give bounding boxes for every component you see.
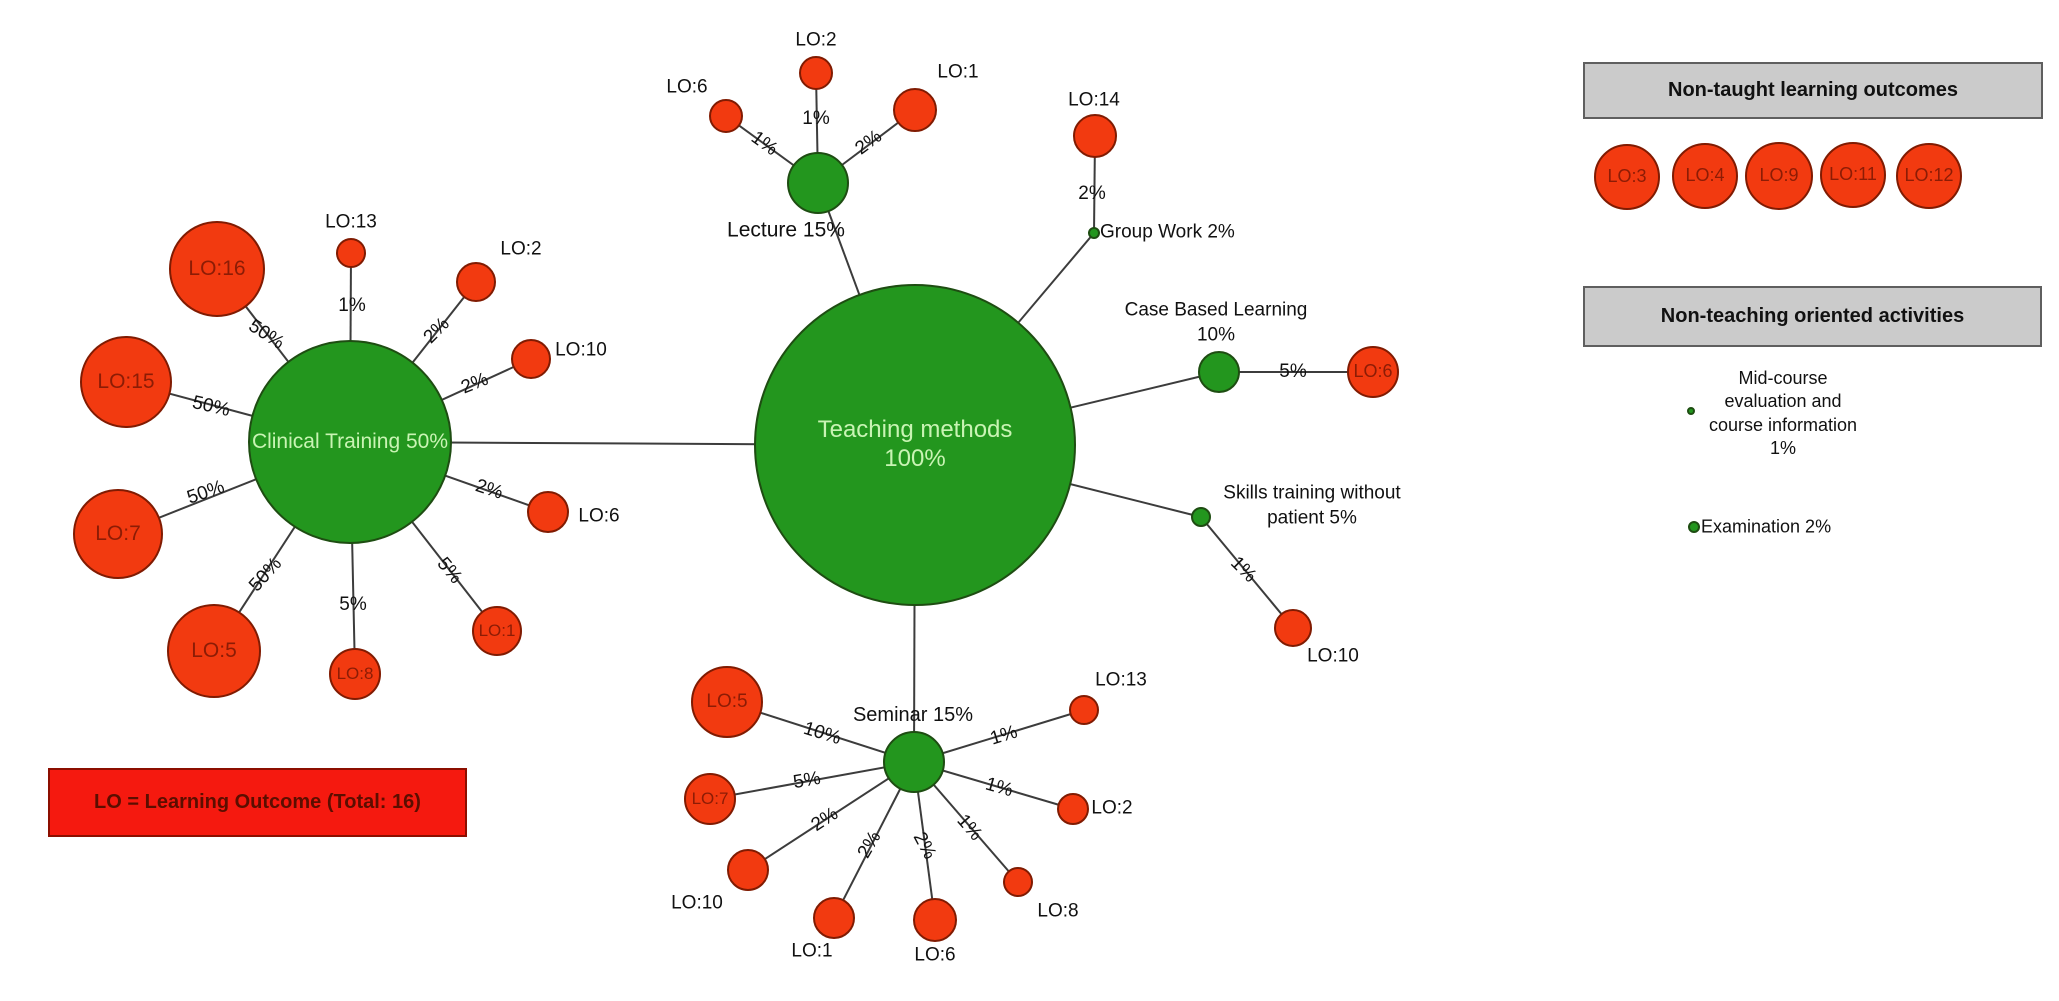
lecture-lo6-label: LO:6	[666, 76, 708, 98]
clinical-lo1-label: LO:1	[478, 620, 516, 640]
clinical-lo10-circle	[511, 339, 551, 379]
nontaught-lo4-circle: LO:4	[1672, 143, 1738, 209]
seminar-lo10-circle	[727, 849, 769, 891]
edge-weight-label: 5%	[339, 594, 367, 615]
lecture-circle	[787, 152, 849, 214]
cbl-lo6-circle: LO:6	[1347, 346, 1399, 398]
edge-weight-label: 1%	[802, 108, 830, 129]
group-work-label: Group Work 2%	[1100, 221, 1235, 243]
mid-course-evaluation-circle	[1687, 407, 1695, 415]
clinical-lo8-label: LO:8	[336, 663, 374, 683]
nontaught-lo9-label: LO:9	[1759, 165, 1799, 186]
seminar-circle	[883, 731, 945, 793]
connector-seminar--seminar-lo7	[709, 761, 915, 800]
skills-lo10-circle	[1274, 609, 1312, 647]
edge-weight-label: 2%	[1078, 183, 1106, 204]
non-teaching-activities-header: Non-teaching oriented activities	[1583, 286, 2042, 347]
connector-skills-training--skills-lo10	[1200, 516, 1294, 629]
nontaught-lo3-circle: LO:3	[1594, 144, 1660, 210]
edge-weight-label: 5%	[791, 767, 823, 794]
nontaught-lo4-label: LO:4	[1685, 165, 1725, 186]
teaching-methods-circle: Teaching methods 100%	[754, 284, 1076, 606]
connector-seminar--seminar-lo10	[747, 761, 915, 871]
lecture-lo2-circle	[799, 56, 833, 90]
seminar-lo1-label: LO:1	[791, 940, 833, 962]
seminar-lo2-circle	[1057, 793, 1089, 825]
lecture-lo1-label: LO:1	[937, 61, 979, 83]
clinical-lo6-circle	[527, 491, 569, 533]
clinical-lo6-label: LO:6	[578, 505, 620, 527]
skills-training-label: Skills training without patient 5%	[1223, 482, 1401, 528]
seminar-lo8-circle	[1003, 867, 1033, 897]
skills-training-circle	[1191, 507, 1211, 527]
examination-circle	[1688, 521, 1700, 533]
clinical-lo5-label: LO:5	[191, 639, 237, 663]
nontaught-lo3-label: LO:3	[1607, 166, 1647, 187]
clinical-lo15-label: LO:15	[97, 370, 155, 394]
non-taught-outcomes-header: Non-taught learning outcomes	[1583, 62, 2043, 119]
groupwork-lo14-circle	[1073, 114, 1117, 158]
mid-course-evaluation-label: Mid-course evaluation and course informa…	[1708, 368, 1858, 459]
nontaught-lo11-label: LO:11	[1829, 164, 1877, 185]
clinical-lo16-circle: LO:16	[169, 221, 265, 317]
clinical-lo10-label: LO:10	[555, 339, 607, 361]
edge-weight-label: 5%	[1279, 361, 1307, 382]
seminar-lo5-label: LO:5	[706, 690, 748, 712]
clinical-lo15-circle: LO:15	[80, 336, 172, 428]
clinical-lo7-label: LO:7	[95, 522, 141, 546]
case-based-learning-label: Case Based Learning 10%	[1124, 299, 1308, 345]
lecture-lo2-label: LO:2	[795, 29, 837, 51]
seminar-lo2-label: LO:2	[1091, 797, 1133, 819]
groupwork-lo14-label: LO:14	[1068, 89, 1120, 111]
seminar-lo7-label: LO:7	[691, 788, 729, 808]
seminar-lo10-label: LO:10	[671, 892, 723, 914]
clinical-training-label: Clinical Training 50%	[251, 430, 449, 454]
skills-lo10-label: LO:10	[1307, 645, 1359, 667]
nontaught-lo11-circle: LO:11	[1820, 142, 1886, 208]
teaching-methods-label: Teaching methods 100%	[817, 416, 1013, 472]
seminar-lo6-label: LO:6	[914, 944, 956, 966]
lecture-label: Lecture 15%	[727, 218, 845, 242]
clinical-training-circle: Clinical Training 50%	[248, 340, 452, 544]
clinical-lo2-label: LO:2	[500, 238, 542, 260]
seminar-lo1-circle	[813, 897, 855, 939]
lecture-lo6-circle	[709, 99, 743, 133]
seminar-lo13-circle	[1069, 695, 1099, 725]
seminar-lo6-circle	[913, 898, 957, 942]
seminar-lo13-label: LO:13	[1095, 669, 1147, 691]
nontaught-lo12-circle: LO:12	[1896, 143, 1962, 209]
nontaught-lo9-circle: LO:9	[1745, 142, 1813, 210]
clinical-lo5-circle: LO:5	[167, 604, 261, 698]
seminar-lo5-circle: LO:5	[691, 666, 763, 738]
clinical-lo1-circle: LO:1	[472, 606, 522, 656]
examination-label: Examination 2%	[1701, 516, 1832, 537]
seminar-lo8-label: LO:8	[1037, 900, 1079, 922]
clinical-lo13-label: LO:13	[325, 211, 377, 233]
legend-box: LO = Learning Outcome (Total: 16)	[48, 768, 467, 837]
clinical-lo16-label: LO:16	[188, 257, 246, 281]
clinical-lo7-circle: LO:7	[73, 489, 163, 579]
lecture-lo1-circle	[893, 88, 937, 132]
group-work-circle	[1088, 227, 1100, 239]
cbl-lo6-label: LO:6	[1353, 361, 1393, 382]
case-based-learning-circle	[1198, 351, 1240, 393]
clinical-lo8-circle: LO:8	[329, 648, 381, 700]
nontaught-lo12-label: LO:12	[1904, 165, 1954, 186]
edge-weight-label: 1%	[338, 295, 366, 316]
clinical-lo2-circle	[456, 262, 496, 302]
clinical-lo13-circle	[336, 238, 366, 268]
seminar-label: Seminar 15%	[852, 704, 974, 726]
seminar-lo7-circle: LO:7	[684, 773, 736, 825]
